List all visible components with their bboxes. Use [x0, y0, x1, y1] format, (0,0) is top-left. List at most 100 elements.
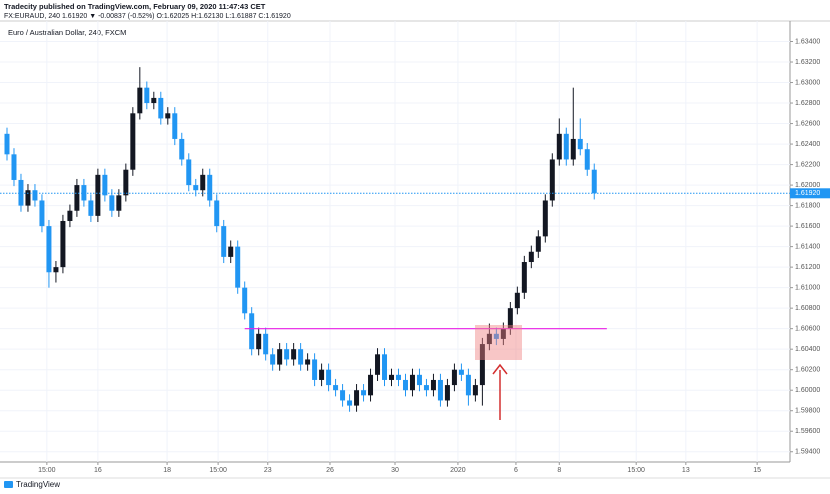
candle-body [591, 169, 597, 194]
candle-body [382, 354, 388, 380]
candle-body [451, 369, 457, 386]
candle-body [500, 328, 506, 339]
candle-body [312, 359, 318, 380]
candle-body [25, 190, 31, 206]
x-tick-label: 15:00 [38, 467, 56, 474]
x-tick-label: 23 [264, 467, 272, 474]
candle-body [39, 200, 45, 227]
candle-body [4, 133, 10, 155]
candle-body [521, 262, 527, 293]
arrow-head [492, 363, 508, 375]
y-tick-label: 1.62000 [795, 182, 820, 189]
candle-body [514, 292, 520, 309]
y-tick-label: 1.60200 [795, 367, 820, 374]
candle-body [326, 369, 332, 386]
x-tick-label: 6 [514, 467, 518, 474]
candle-body [11, 154, 17, 180]
y-tick-label: 1.59800 [795, 408, 820, 415]
candle-body [277, 349, 283, 365]
candle-body [361, 390, 367, 396]
candle-body [81, 185, 87, 201]
x-tick-label: 18 [163, 467, 171, 474]
candle-body [409, 374, 415, 391]
candle-body [354, 390, 360, 406]
candle-body [437, 379, 443, 401]
candle-body [109, 195, 115, 211]
candle-body [144, 87, 150, 104]
candle-body [507, 308, 513, 329]
candle-body [263, 333, 269, 355]
y-tick-label: 1.63200 [795, 59, 820, 66]
candle-body [340, 390, 346, 401]
candle-body [444, 385, 450, 401]
x-tick-label: 15:00 [209, 467, 227, 474]
candle-body [535, 236, 541, 252]
candle-body [423, 385, 429, 391]
candle-body [46, 226, 52, 273]
y-tick-label: 1.63400 [795, 38, 820, 45]
x-tick-label: 8 [557, 467, 561, 474]
candle-body [472, 385, 478, 396]
candle-body [151, 97, 157, 104]
y-tick-label: 1.61200 [795, 264, 820, 271]
brand-logo [4, 481, 13, 488]
quote: FX:EURAUD, 240 1.61920 ▼ -0.00837 (-0.52… [4, 13, 291, 20]
brand: TradingView [16, 480, 60, 489]
candle-body [577, 138, 583, 150]
publisher: Tradecity published on TradingView.com, … [4, 2, 266, 11]
candle-body [249, 313, 255, 350]
y-tick-label: 1.62600 [795, 120, 820, 127]
y-tick-label: 1.59400 [795, 449, 820, 456]
x-tick-label: 15:00 [627, 467, 645, 474]
y-tick-label: 1.59600 [795, 428, 820, 435]
candle-body [53, 267, 59, 273]
candle-body [563, 133, 569, 160]
y-tick-label: 1.61000 [795, 284, 820, 291]
candle-body [479, 344, 485, 386]
candle-body [430, 379, 436, 391]
candle-body [172, 113, 178, 139]
candle-body [186, 159, 192, 186]
candle-body [368, 374, 374, 396]
candle-body [584, 149, 590, 170]
candle-body [298, 349, 304, 365]
candle-body [402, 379, 408, 391]
x-tick-label: 16 [94, 467, 102, 474]
candle-body [18, 179, 24, 206]
candle-body [221, 226, 227, 257]
candle-body [256, 333, 262, 350]
x-tick-label: 26 [326, 467, 334, 474]
y-tick-label: 1.60000 [795, 387, 820, 394]
candle-body [458, 369, 464, 375]
candle-body [375, 354, 381, 375]
candle-body [214, 200, 220, 227]
candle-body [137, 87, 143, 114]
y-tick-label: 1.61800 [795, 202, 820, 209]
candle-body [284, 349, 290, 360]
candle-body [556, 133, 562, 160]
candle-body [200, 174, 206, 191]
candle-body [179, 138, 185, 160]
y-tick-label: 1.63000 [795, 79, 820, 86]
candle-body [102, 174, 108, 196]
candle-body [95, 174, 101, 216]
candle-body [32, 190, 38, 201]
candle-body [88, 200, 94, 216]
candle-body [570, 138, 576, 160]
last-price-tag [790, 188, 830, 199]
candle-body [158, 97, 164, 119]
candle-body [228, 246, 234, 257]
x-tick-label: 2020 [450, 467, 466, 474]
candle-body [305, 359, 311, 365]
candle-body [165, 113, 171, 119]
x-tick-label: 15 [753, 467, 761, 474]
candle-body [549, 159, 555, 201]
candle-body [60, 220, 66, 268]
candle-body [123, 169, 129, 196]
candle-body [486, 333, 492, 345]
chart-title: Euro / Australian Dollar, 240, FXCM [8, 28, 126, 37]
y-tick-label: 1.61600 [795, 223, 820, 230]
candle-body [395, 374, 401, 380]
x-tick-label: 13 [682, 467, 690, 474]
